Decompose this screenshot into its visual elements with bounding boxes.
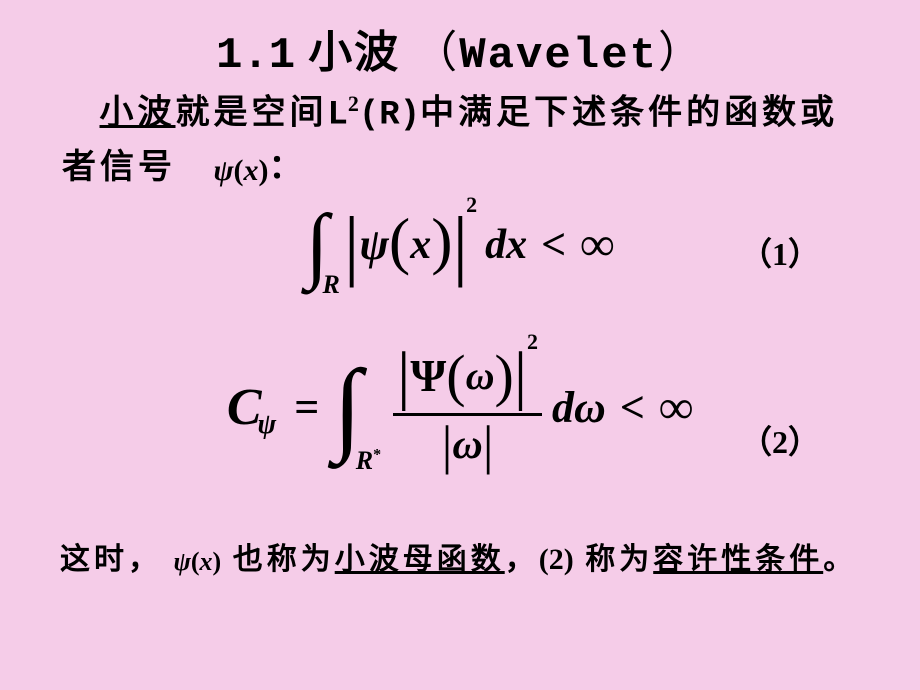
footer-paragraph: 这时， ψ(x) 也称为小波母函数，(2) 称为容许性条件。: [60, 537, 860, 584]
eq1-psi: ψ: [360, 219, 389, 270]
eq1-lt: <: [541, 219, 566, 270]
footer-admissibility: 容许性条件: [653, 543, 823, 576]
footer-text-1: 这时，: [60, 543, 162, 576]
title-cn: 小波: [308, 28, 400, 77]
eq2-C-sub: ψ: [258, 409, 277, 441]
equation-1-number: （1）: [740, 229, 820, 275]
footer-ref: (2): [539, 543, 574, 576]
eq1-dx: dx: [485, 221, 527, 269]
intro-text-1: 就是空间: [176, 94, 328, 131]
eq1-exp: 2: [466, 192, 477, 218]
title-number: 1.1: [216, 31, 295, 81]
eq2-int-sub: R*: [356, 446, 381, 476]
footer-psi-symbol: ψ(x): [174, 547, 222, 576]
eq2-lt: <: [620, 382, 645, 433]
eq1-x: x: [410, 221, 431, 269]
eq2-equals: =: [294, 382, 319, 433]
footer-period: 。: [823, 543, 857, 576]
eq1-int-sub: R: [323, 270, 340, 300]
equations-area: ∫ R | ψ ( x ) | 2 dx < ∞ （1） C ψ = ∫ R* …: [0, 195, 920, 535]
intro-psi-symbol: ψ(x): [214, 154, 269, 187]
title-en: Wavelet: [459, 31, 658, 81]
eq2-C: C: [227, 378, 262, 437]
eq2-integral: ∫: [333, 355, 362, 459]
eq2-denominator: | ω |: [438, 416, 498, 472]
intro-colon: ：: [269, 149, 307, 186]
eq2-inf: ∞: [659, 380, 693, 435]
intro-R: (R): [359, 96, 420, 134]
eq1-inf: ∞: [580, 217, 614, 272]
eq1-lparen: (: [389, 209, 410, 273]
title-lparen: （: [413, 31, 459, 81]
equation-2-number: （2）: [740, 417, 820, 463]
intro-wavelet-underline: 小波: [100, 94, 176, 131]
eq1-rparen: ): [431, 209, 452, 273]
footer-text-2: 也称为: [233, 543, 335, 576]
eq2-fraction: | Ψ ( ω ) | 2 | ω |: [393, 343, 542, 472]
page-title: 1.1 小波 （Wavelet）: [0, 0, 920, 81]
eq2-numerator: | Ψ ( ω ) | 2: [393, 343, 542, 416]
eq1-abs-l: |: [344, 206, 360, 284]
eq2-d-omega: dω: [552, 382, 606, 433]
intro-L: L: [328, 96, 348, 134]
footer-text-3: 称为: [574, 543, 654, 576]
intro-sup2: 2: [348, 91, 359, 116]
intro-paragraph: 小波就是空间L2(R)中满足下述条件的函数或者信号 ψ(x)：: [62, 87, 865, 195]
footer-comma: ，: [505, 543, 539, 576]
title-rparen: ）: [658, 31, 704, 81]
footer-mother-wavelet: 小波母函数: [335, 543, 505, 576]
